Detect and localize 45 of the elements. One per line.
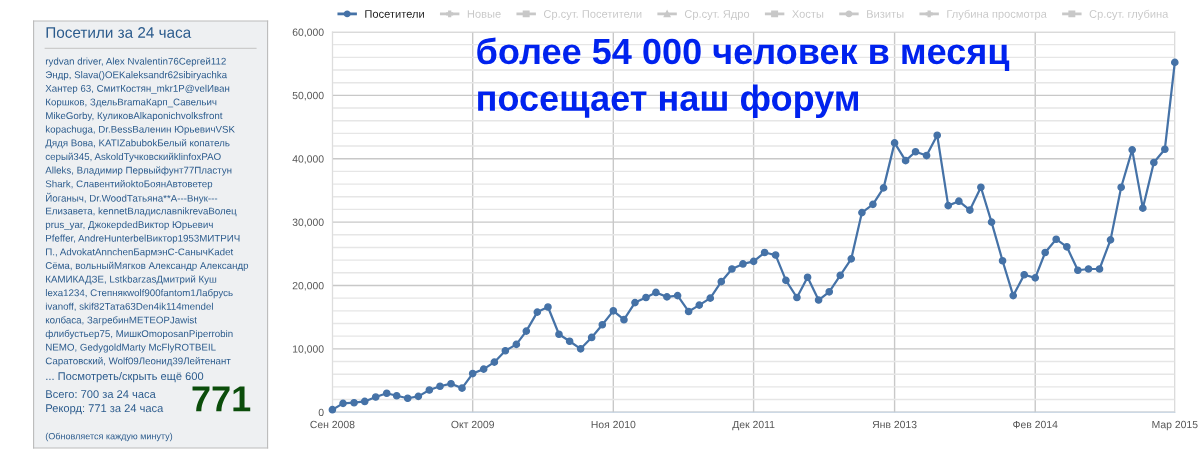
text: Дядя Вова, KATIZabubokБелый копатель bbox=[45, 139, 230, 149]
text: Елизавета, kennetВладиславnikrevaВолец bbox=[46, 207, 237, 217]
text: prus_yar, ДжокерdedВиктор Юрьевич bbox=[45, 220, 213, 230]
x-tick-label: Мар 2015 bbox=[1152, 420, 1198, 431]
text: Pfeffer, AndreHunterbelВиктор1953МИТРИЧ bbox=[46, 234, 240, 244]
annotation: более 54 000 человек в месяц посещает наш форум bbox=[477, 37, 1010, 119]
text: Рекорд: 771 за 24 часа bbox=[46, 404, 164, 415]
text: флибустьер75, МишкOmoposanPiperrobin bbox=[45, 329, 233, 339]
x-tick-label: Сен 2008 bbox=[310, 420, 355, 429]
y-tick-label: 10,000 bbox=[293, 345, 324, 354]
text: Йоганыч, Dr.WoodТатьяна**А---Внук--- bbox=[46, 192, 218, 204]
y-tick-label: 30,000 bbox=[292, 218, 324, 228]
text: Саратовский, Wolf09Леонид39Лейтенант bbox=[45, 357, 231, 367]
legend-label: Посетители bbox=[365, 10, 424, 18]
text: серый345, AskoldТучковскийklinfoxPAO bbox=[45, 152, 221, 162]
y-tick-label: 20,000 bbox=[292, 281, 324, 291]
text: Всего: 700 за 24 часа bbox=[46, 390, 156, 399]
text: Посетили за 24 часа bbox=[46, 27, 192, 38]
text: Сёма, вольныйМягков Александр Александр bbox=[45, 261, 249, 271]
x-tick-label: Дек 2011 bbox=[732, 420, 775, 431]
text: П., AdvokatAnnchenБармэнС-СанычKadet bbox=[46, 248, 234, 258]
text: КАМИКАДЗЕ, LstkbarzasДмитрий Куш bbox=[46, 275, 217, 285]
y-tick-label: 0 bbox=[318, 408, 324, 417]
x-tick-label: Янв 2013 bbox=[872, 420, 917, 429]
y-tick-label: 60,000 bbox=[292, 28, 324, 38]
x-tick-label: Фев 2014 bbox=[1013, 420, 1058, 429]
text: lexa1234, Степнякwolf900fantom1Лабрусь bbox=[45, 288, 233, 299]
text: ivanoff, skif82Тата63Den4ik114mendel bbox=[45, 302, 213, 311]
text: 771 bbox=[192, 386, 251, 412]
text: Коршков, ЗдельBramaКарп_Савельич bbox=[46, 98, 217, 108]
text: Shark, СлавентийoktoБоянАвтоветер bbox=[45, 179, 213, 190]
x-tick-label: Ноя 2010 bbox=[591, 420, 636, 429]
text: ... Посмотреть/скрыть ещё 600 bbox=[46, 371, 204, 383]
y-tick-label: 50,000 bbox=[292, 91, 324, 101]
text: Alleks, Владимир Первыйфунт77Пластун bbox=[45, 166, 232, 176]
text: rydvan driver, Alex Nvalentin76Сергей112 bbox=[45, 57, 226, 67]
text: NEMO, GedygoldMarty McFlyROTBEIL bbox=[46, 343, 216, 353]
y-tick-label: 40,000 bbox=[292, 155, 324, 164]
text: Эндр, Slava()OEKaleksandr62sibiryachka bbox=[45, 71, 228, 81]
text: kopachuga, Dr.BessВаленин ЮрьевичVSK bbox=[45, 125, 235, 135]
text: Хантер 63, СмитКостян_mkr1P@velИван bbox=[45, 84, 230, 94]
text: колбаса, ЗагребинMETEOPJawist bbox=[45, 316, 197, 326]
text: MikeGorby, КуликовAlkaponichvolksfront bbox=[46, 111, 223, 122]
x-tick-label: Окт 2009 bbox=[451, 420, 494, 429]
text: (Обновляется каждую минуту) bbox=[45, 432, 173, 442]
